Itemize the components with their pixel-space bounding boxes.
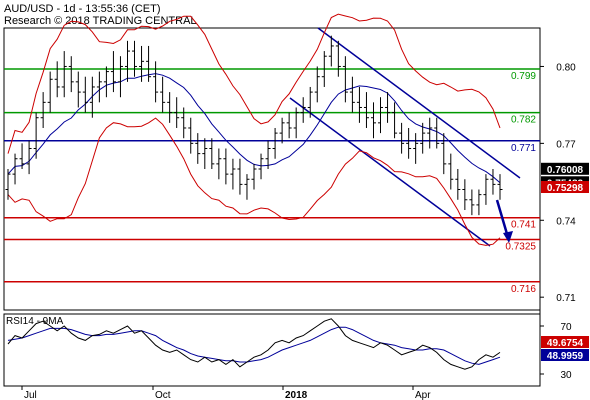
level-label-3: 0.741 xyxy=(511,220,536,231)
level-label-1: 0.782 xyxy=(511,115,536,126)
rsi-line xyxy=(7,318,501,370)
x-axis-layer: Jul Oct 2018 Apr xyxy=(21,386,431,400)
x-tick-label-2: 2018 xyxy=(285,390,308,400)
bollinger-lower xyxy=(7,117,501,246)
rsi-panel-label: RSI14 - 9MA xyxy=(6,316,64,327)
price-badge-bg-2 xyxy=(541,180,589,193)
rsi-ma-line xyxy=(7,326,501,365)
level-labels-layer: 0.799 0.782 0.771 0.741 0.7325 0.716 xyxy=(505,71,536,295)
forecast-arrow-head xyxy=(503,231,513,243)
rsi-ticks-layer: 70 30 xyxy=(540,322,572,381)
rsi-tick-label-1: 30 xyxy=(560,370,572,381)
x-tick-label-0: Jul xyxy=(24,390,37,400)
rsi-badge-bg-0 xyxy=(541,336,589,348)
price-badge-0: 0.76008 xyxy=(547,165,584,176)
level-label-0: 0.799 xyxy=(511,71,536,82)
price-tick-label-3: 0.71 xyxy=(556,293,576,304)
price-badge-2: 0.75298 xyxy=(547,183,584,194)
forecast-arrow-shaft xyxy=(495,199,509,235)
price-tick-label-2: 0.74 xyxy=(556,216,576,227)
rsi-badge-bg-1 xyxy=(541,349,589,361)
channel-upper-line xyxy=(317,27,521,179)
bollinger-upper xyxy=(7,13,501,154)
chart-subtitle: Research © 2018 TRADING CENTRAL xyxy=(4,15,197,27)
rsi-badges-layer: 49.6754 48.9959 xyxy=(541,336,589,362)
candles-layer xyxy=(5,35,503,216)
x-tick-label-3: Apr xyxy=(415,390,431,400)
forecast-arrow-layer xyxy=(495,199,513,243)
level-label-5: 0.716 xyxy=(511,284,536,295)
channel-lower-line xyxy=(289,97,491,247)
price-tick-label-0: 0.80 xyxy=(556,62,576,73)
levels-layer xyxy=(4,68,540,283)
rsi-badge-0: 49.6754 xyxy=(547,338,584,349)
price-badge-bg-0 xyxy=(541,162,589,175)
rsi-layer xyxy=(7,318,501,370)
rsi-tick-label-0: 70 xyxy=(560,322,572,333)
level-label-4: 0.7325 xyxy=(505,242,536,253)
chart-title: AUD/USD - 1d - 13:55:36 (CET) xyxy=(4,3,161,15)
level-label-2: 0.771 xyxy=(511,143,536,154)
price-ticks-layer: 0.80 0.77 0.74 0.71 xyxy=(540,62,576,304)
x-tick-label-1: Oct xyxy=(155,390,171,400)
channel-layer xyxy=(289,27,521,247)
price-tick-label-1: 0.77 xyxy=(556,139,576,150)
rsi-badge-1: 48.9959 xyxy=(547,351,584,362)
